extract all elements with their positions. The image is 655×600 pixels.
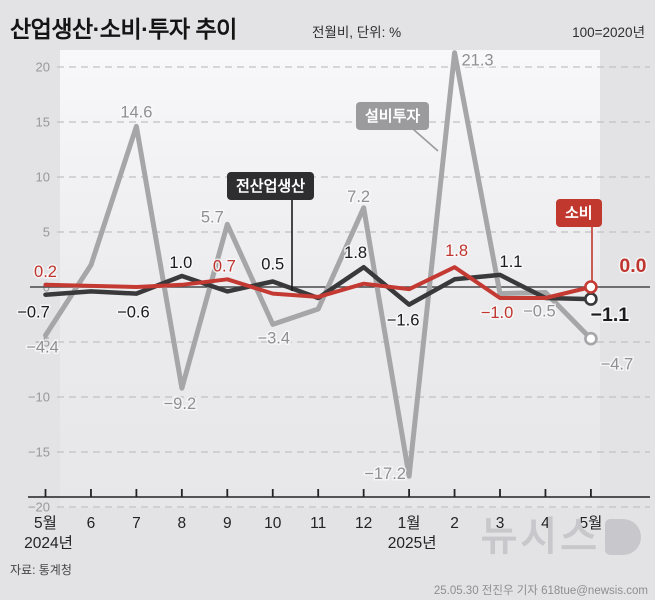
x-tick-label: 6	[87, 515, 96, 532]
data-label-consumption: 0.2	[34, 263, 57, 281]
data-label-consumption: 1.8	[445, 242, 468, 260]
data-label-all-industry-production: 0.5	[261, 256, 284, 274]
newsis-logo-text: 뉴시스	[480, 515, 600, 559]
data-label-consumption: 0.0	[619, 255, 646, 277]
data-label-all-industry-production: 1.0	[169, 254, 192, 272]
x-tick-label: 9	[223, 515, 232, 532]
data-label-consumption: −1.0	[481, 304, 514, 322]
data-label-all-industry-production: 1.1	[500, 253, 523, 271]
y-tick-label: −20	[28, 500, 50, 515]
data-label-all-industry-production: −0.6	[117, 304, 150, 322]
y-tick-label: −5	[35, 335, 50, 350]
x-tick-label: 7	[132, 515, 141, 532]
end-marker-all-industry-production	[584, 292, 598, 306]
y-tick-label: −15	[28, 445, 50, 460]
x-tick-label: 5월	[34, 514, 57, 532]
end-marker-consumption	[584, 280, 598, 294]
y-tick-label: 20	[36, 60, 50, 75]
newsis-logo-mark-icon	[605, 519, 641, 555]
series-line-consumption	[43, 265, 593, 300]
newsis-logo: 뉴시스	[481, 517, 641, 557]
byline-credit: 25.05.30 전진우 기자 618tue@newsis.com	[433, 585, 648, 597]
data-label-facility-investment: 5.7	[201, 208, 224, 226]
x-year-label: 2025년	[388, 534, 437, 552]
x-year-label: 2024년	[24, 534, 73, 552]
y-tick-label: 15	[36, 115, 50, 130]
y-tick-label: 10	[36, 170, 50, 185]
x-tick-label: 11	[310, 515, 326, 532]
data-label-facility-investment: 14.6	[120, 103, 152, 121]
data-label-facility-investment: 21.3	[461, 52, 493, 70]
data-label-facility-investment: −4.7	[601, 356, 634, 374]
series-label-facility-investment: 설비투자	[356, 102, 430, 130]
data-label-facility-investment: −4.4	[26, 338, 59, 356]
x-tick-label: 8	[178, 515, 187, 532]
data-label-consumption: 0.7	[213, 257, 236, 275]
data-label-facility-investment: −17.2	[364, 465, 406, 483]
x-tick-label: 5월	[579, 514, 602, 532]
page-title: 산업생산·소비·투자 추이	[10, 16, 237, 42]
y-tick-label: 5	[43, 225, 50, 240]
x-tick-label: 4	[541, 515, 550, 532]
data-label-facility-investment: −0.5	[523, 303, 556, 321]
x-tick-label: 1월	[398, 514, 421, 532]
base-year-note: 100=2020년	[572, 25, 645, 40]
data-label-facility-investment: 7.2	[347, 188, 370, 206]
y-tick-label: −10	[28, 390, 50, 405]
data-label-facility-investment: −9.2	[164, 395, 197, 413]
series-label-all-industry-production: 전산업생산	[227, 172, 315, 200]
series-label-consumption: 소비	[556, 199, 602, 227]
callout-line-capex	[412, 128, 439, 152]
data-label-all-industry-production: −0.7	[17, 304, 50, 322]
x-tick-label: 10	[264, 515, 282, 532]
data-label-all-industry-production: −1.1	[591, 304, 630, 326]
x-tick-label: 2	[450, 515, 459, 532]
data-source: 자료: 통계청	[10, 563, 72, 577]
data-label-all-industry-production: −1.6	[387, 312, 420, 330]
end-marker-facility-investment	[584, 331, 598, 346]
unit-note: 전월비, 단위: %	[312, 25, 402, 40]
data-label-all-industry-production: 1.8	[344, 244, 367, 262]
series-line-facility-investment	[43, 50, 594, 479]
x-tick-label: 3	[496, 515, 505, 532]
x-tick-label: 12	[355, 515, 372, 532]
data-label-facility-investment: −3.4	[257, 329, 290, 347]
